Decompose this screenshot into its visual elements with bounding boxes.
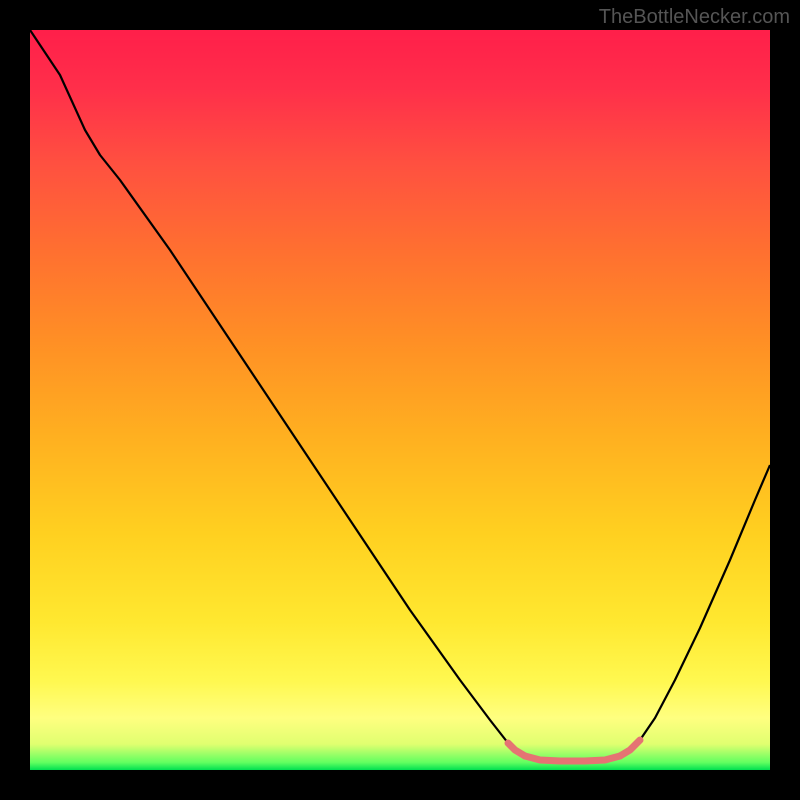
bottleneck-curve (30, 30, 770, 770)
watermark-text: TheBottleNecker.com (599, 6, 790, 29)
plot-area (30, 30, 770, 770)
highlight-segments (508, 740, 640, 761)
curve-path (30, 30, 770, 761)
